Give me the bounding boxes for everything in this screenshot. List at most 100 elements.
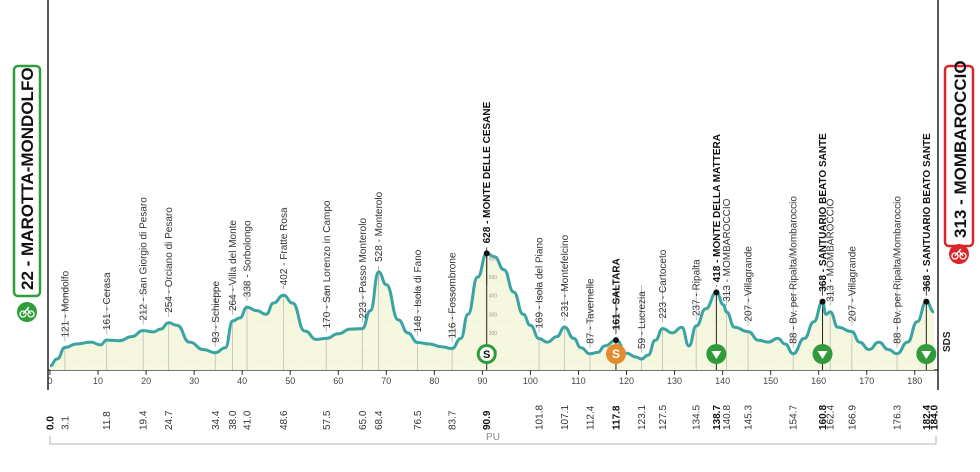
x-tick-label: 90: [477, 376, 487, 386]
place-label: 207 - Villagrande: [744, 246, 755, 322]
km-labels: 0.0 3.1 11.8 19.4 24.7 34.4 38.0 41.0 48.6 57.5 65…: [46, 405, 941, 430]
pu-bracket: PU: [49, 432, 937, 445]
km-label: 166.9: [847, 405, 858, 430]
km-label: 134.5: [692, 405, 703, 430]
km-label: 162.4: [826, 405, 837, 430]
x-tick-label: 150: [763, 376, 778, 386]
x-tick-label: 160: [811, 376, 826, 386]
sprint-icon: [605, 344, 626, 364]
down-triangle-icon: [921, 351, 932, 359]
km-label: 11.8: [102, 411, 113, 430]
pu-label: PU: [486, 432, 500, 443]
x-ticks: 0 10 20 30 40 50 60 70 80 90 100 110 120 130 140 150 160…: [47, 370, 922, 386]
km-label: 65.0: [358, 410, 369, 430]
start-bike-icon: [17, 302, 37, 322]
place-label: 528 - Monterolo: [374, 191, 385, 261]
place-label: 116 - Fossombrone: [448, 252, 459, 338]
km-label: 83.7: [448, 410, 459, 430]
climb-badge-inner: [479, 347, 494, 361]
place-lines: [64, 247, 927, 370]
x-tick-label: 40: [237, 376, 247, 386]
place-labels: 121 - Mondolfo 161 - Cerasa 212 - San Gior…: [60, 101, 932, 349]
km-label: 127.5: [658, 405, 669, 430]
down-triangle-icon: [817, 351, 828, 359]
place-label: 87 - Tavernelle: [586, 278, 597, 344]
km-label: 41.0: [243, 410, 254, 430]
x-tick-label: 50: [285, 376, 295, 386]
km-label: 0.0: [46, 416, 57, 430]
km-label: 90.9: [482, 410, 493, 430]
place-label: 88 - Bv. per Ripalta/Mombaroccio: [789, 196, 800, 344]
place-label: 212 - San Giorgio di Pesaro: [139, 197, 150, 321]
place-dot: [612, 337, 619, 344]
place-label: 170 - San Lorenzo in Campo: [322, 200, 333, 328]
place-label: 402 - Fratte Rosa: [279, 207, 290, 285]
x-tick-label: 30: [189, 376, 199, 386]
km-label: 145.3: [744, 405, 755, 430]
km-label: 3.1: [60, 416, 71, 430]
place-label: 88 - Bv. per Ripalta/Mombaroccio: [893, 196, 904, 344]
sds-label: SDS: [942, 331, 953, 352]
km-label: 138.7: [712, 405, 723, 430]
km-label: 34.4: [211, 410, 222, 430]
km-label: 154.7: [789, 405, 800, 430]
km-label: 19.4: [139, 410, 150, 430]
place-label: 223 - Cartoceto: [658, 249, 669, 318]
km-label: 38.0: [228, 410, 239, 430]
place-label: 313 - MOMBAROCCIO: [826, 198, 837, 302]
start-box: 22 - MAROTTA-MONDOLFO: [12, 64, 42, 322]
place-label: 368 - SANTUARIO BEATO SANTE: [818, 133, 829, 292]
x-tick-label: 60: [333, 376, 343, 386]
altitude-tick-label: 400: [489, 294, 498, 300]
place-dot: [713, 289, 720, 296]
place-label: 237 - Ripalta: [692, 259, 703, 316]
climb-badge-symbol: S: [483, 349, 490, 361]
km-label: 24.7: [164, 410, 175, 430]
finish-label: 313 - MOMBAROCCIO: [951, 60, 970, 238]
km-label: 117.8: [612, 405, 623, 430]
place-label: 313 - MOMBAROCCIO: [722, 198, 733, 302]
km-label: 184.0: [930, 405, 941, 430]
x-tick-label: 120: [619, 376, 634, 386]
sprint-symbol: S: [612, 347, 620, 361]
altitude-tick-label: 300: [489, 312, 498, 318]
km-label: 123.1: [637, 405, 648, 430]
place-label: 231 - Montefelcino: [560, 234, 571, 317]
place-label: 418 - MONTE DELLA MATTERA: [712, 134, 723, 282]
km-label: 76.5: [413, 410, 424, 430]
place-label: 223 - Passo Monterolo: [358, 218, 369, 319]
x-tick-label: 180: [907, 376, 922, 386]
x-tick-label: 10: [93, 376, 103, 386]
place-dot: [923, 298, 930, 305]
km-label: 176.3: [893, 405, 904, 430]
km-label: 107.1: [560, 405, 571, 430]
place-label: 254 - Orciano di Pesaro: [164, 207, 175, 313]
place-label: 368 - SANTUARIO BEATO SANTE: [922, 133, 933, 292]
place-label: 207 - Villagrande: [847, 246, 858, 322]
x-tick-label: 100: [523, 376, 538, 386]
place-label: 338 - Sorbolongo: [243, 220, 254, 297]
profile-hatch: [50, 253, 934, 370]
km-label: 101.8: [535, 405, 546, 430]
place-label: 121 - Mondolfo: [60, 270, 71, 337]
profile-line: [49, 251, 935, 368]
x-tick-label: 70: [381, 376, 391, 386]
x-tick-label: 20: [141, 376, 151, 386]
place-label: 628 - MONTE DELLE CESANE: [482, 101, 493, 243]
km-label: 160.8: [818, 405, 829, 430]
place-label: 161 - SALTARA: [612, 258, 623, 330]
km-label: 48.6: [279, 410, 290, 430]
start-label: 22 - MAROTTA-MONDOLFO: [18, 67, 37, 290]
altitude-tick-label: 500: [489, 275, 498, 281]
finish-box: 313 - MOMBAROCCIO: [943, 60, 975, 264]
x-tick-label: 140: [715, 376, 730, 386]
x-tick-label: 170: [859, 376, 874, 386]
km-label: 182.4: [922, 405, 933, 430]
x-tick-label: 80: [429, 376, 439, 386]
place-label: 59 - Lucrezia: [637, 291, 648, 349]
place-dots: [483, 250, 930, 344]
place-label: 148 - Isola di Fano: [413, 249, 424, 332]
place-label: 169 - Isola del Piano: [535, 237, 546, 329]
km-label: 112.4: [586, 405, 597, 430]
